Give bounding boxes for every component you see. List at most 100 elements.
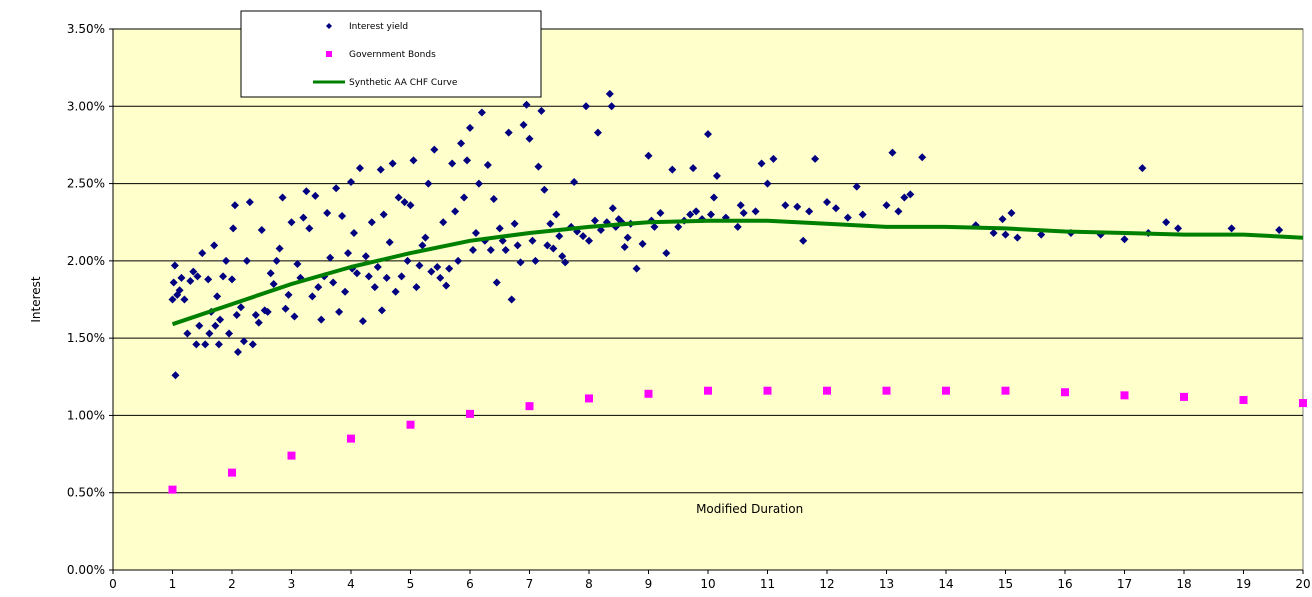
yield-point xyxy=(230,201,239,210)
bond-point xyxy=(347,434,355,443)
yield-point xyxy=(590,216,599,225)
yield-point xyxy=(168,295,177,304)
yield-point xyxy=(811,154,820,163)
x-tick-label: 12 xyxy=(819,577,834,591)
yield-point xyxy=(686,210,695,219)
yield-point xyxy=(347,178,355,187)
legend-label: Synthetic AA CHF Curve xyxy=(349,78,458,88)
yield-point xyxy=(281,304,290,313)
yield-point xyxy=(370,283,379,292)
yield-point xyxy=(388,159,397,168)
yield-point xyxy=(608,204,617,213)
yield-point xyxy=(531,256,540,265)
yield-point xyxy=(376,165,385,174)
yield-point xyxy=(510,219,519,228)
yield-point xyxy=(391,287,400,296)
yield-point xyxy=(894,207,903,216)
yield-point xyxy=(1138,164,1147,173)
yield-point xyxy=(193,272,202,281)
yield-point xyxy=(269,280,278,289)
yield-point xyxy=(214,340,223,349)
yield-point xyxy=(290,312,299,321)
bond-point xyxy=(228,468,236,477)
yield-point xyxy=(605,89,614,98)
yield-point xyxy=(171,371,180,380)
yield-point xyxy=(823,198,831,207)
yield-point xyxy=(335,307,344,316)
bond-point xyxy=(763,386,772,395)
yield-point xyxy=(689,164,698,173)
yield-point xyxy=(644,151,653,160)
bond-point xyxy=(942,386,950,395)
x-tick-label: 18 xyxy=(1176,577,1191,591)
x-tick-label: 7 xyxy=(526,577,534,591)
yield-point xyxy=(394,193,403,202)
yield-point xyxy=(364,272,373,281)
yield-point xyxy=(650,222,659,231)
yield-point xyxy=(799,236,808,245)
yield-point xyxy=(299,213,308,222)
yield-point xyxy=(739,208,748,217)
yield-point xyxy=(540,185,549,194)
y-tick-label: 2.00% xyxy=(67,254,105,268)
yield-point xyxy=(379,210,388,219)
yield-point xyxy=(317,315,326,324)
yield-point xyxy=(805,207,814,216)
yield-point xyxy=(421,233,430,242)
yield-point xyxy=(525,134,534,143)
yield-point xyxy=(831,204,840,213)
x-tick-label: 6 xyxy=(466,577,474,591)
yield-point xyxy=(332,184,341,193)
yield-point xyxy=(1275,225,1284,234)
y-tick-label: 0.00% xyxy=(67,563,105,577)
yield-point xyxy=(228,275,236,284)
yield-point xyxy=(543,241,552,250)
yield-point xyxy=(245,198,254,207)
x-tick-label: 9 xyxy=(645,577,653,591)
yield-point xyxy=(900,193,909,202)
yield-point xyxy=(519,120,528,129)
yield-point xyxy=(355,164,364,173)
yield-point xyxy=(852,182,861,191)
yield-point xyxy=(507,295,516,304)
yield-point xyxy=(471,229,480,238)
yield-point xyxy=(460,193,469,202)
yield-point xyxy=(232,310,241,319)
x-tick-label: 11 xyxy=(760,577,775,591)
yield-point xyxy=(266,269,275,278)
yield-point xyxy=(169,278,178,287)
yield-point xyxy=(406,201,415,210)
yield-point xyxy=(504,128,513,137)
yield-point xyxy=(579,232,588,241)
yield-point xyxy=(251,310,260,319)
yield-point xyxy=(546,219,555,228)
yield-point xyxy=(451,207,460,216)
yield-point xyxy=(424,179,433,188)
yield-point xyxy=(248,340,257,349)
x-tick-label: 10 xyxy=(700,577,715,591)
yield-point xyxy=(769,154,778,163)
x-tick-label: 8 xyxy=(585,577,593,591)
x-tick-label: 16 xyxy=(1057,577,1072,591)
y-tick-label: 2.50% xyxy=(67,177,105,191)
yield-point xyxy=(409,156,418,165)
bond-point xyxy=(406,420,415,429)
yield-point xyxy=(751,207,760,216)
yield-point xyxy=(216,315,225,324)
bond-point xyxy=(1180,392,1188,401)
yield-point xyxy=(1162,218,1171,227)
yield-point xyxy=(442,281,451,290)
yield-point xyxy=(239,337,248,346)
yield-point xyxy=(561,258,570,267)
bond-point xyxy=(585,394,593,403)
yield-point xyxy=(323,208,332,217)
yield-point xyxy=(763,179,772,188)
x-tick-label: 4 xyxy=(347,577,355,591)
yield-point xyxy=(501,246,510,255)
yield-point xyxy=(278,193,287,202)
yield-point xyxy=(882,201,891,210)
yield-point xyxy=(254,318,263,327)
x-tick-label: 0 xyxy=(109,577,117,591)
yield-point xyxy=(349,229,358,238)
